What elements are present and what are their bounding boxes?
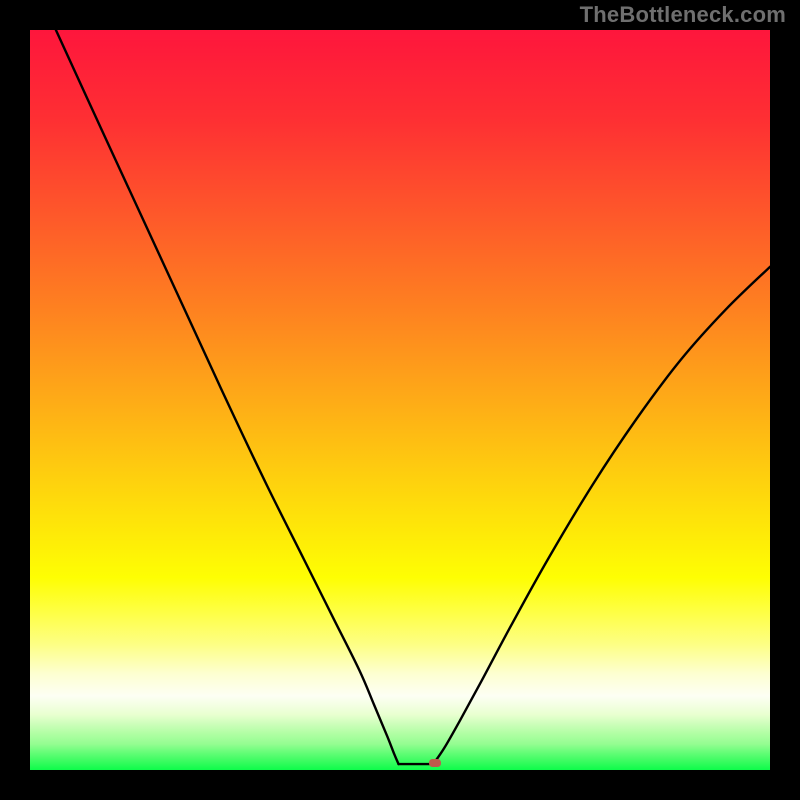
bottleneck-curve <box>30 30 770 770</box>
watermark-text: TheBottleneck.com <box>580 2 786 28</box>
optimum-marker <box>429 759 441 767</box>
chart-frame: TheBottleneck.com <box>0 0 800 800</box>
plot-area <box>30 30 770 770</box>
